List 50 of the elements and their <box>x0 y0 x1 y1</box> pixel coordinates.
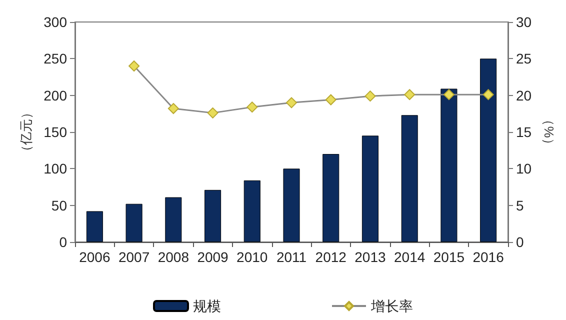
y2-tick-label: 30 <box>516 14 532 30</box>
y2-tick-label: 25 <box>516 50 532 67</box>
bar <box>165 197 182 242</box>
x-tick-label: 2008 <box>158 249 190 265</box>
bar <box>204 190 222 242</box>
x-tick-label: 2016 <box>472 249 504 265</box>
point <box>325 94 336 106</box>
x-tick-label: 2014 <box>394 249 426 265</box>
y-tick-label: 0 <box>59 234 68 250</box>
y2-tick-label: 5 <box>516 197 524 214</box>
x-tick-label: 2007 <box>118 249 150 265</box>
y-tick-label: 300 <box>44 14 68 30</box>
point <box>404 89 416 100</box>
point <box>168 103 179 114</box>
bar <box>244 180 260 242</box>
point <box>246 102 258 113</box>
y2-tick-label: 0 <box>516 234 524 250</box>
point <box>128 60 140 72</box>
x-tick-label: 2010 <box>236 249 268 265</box>
y-tick-label: 100 <box>44 160 68 177</box>
y2-tick-label: 20 <box>516 87 532 104</box>
x-tick-label: 2013 <box>354 249 386 265</box>
y2-axis-title: （%） <box>541 113 556 151</box>
y-tick-label: 150 <box>44 124 68 140</box>
x-tick-label: 2012 <box>315 249 347 265</box>
point <box>482 89 494 100</box>
x-tick-label: 2009 <box>197 249 229 265</box>
point <box>286 97 297 108</box>
point <box>443 89 454 100</box>
bar <box>401 115 418 242</box>
legend-label: 增长率 <box>370 298 413 314</box>
bar <box>362 136 378 242</box>
bar <box>86 211 103 242</box>
point <box>364 90 376 102</box>
y2-tick-label: 10 <box>516 160 532 177</box>
y-axis-title: （亿元） <box>18 106 34 158</box>
x-tick-label: 2011 <box>276 249 307 265</box>
bar <box>440 88 458 242</box>
x-tick-label: 2006 <box>79 249 110 265</box>
bar <box>322 154 340 242</box>
bar <box>480 58 497 242</box>
x-tick-label: 2015 <box>433 249 465 265</box>
y-tick-label: 50 <box>51 197 68 214</box>
bar <box>283 168 300 242</box>
y2-tick-label: 15 <box>516 124 532 140</box>
y-tick-label: 200 <box>44 87 68 104</box>
y-tick-label: 250 <box>44 50 68 67</box>
point <box>207 107 218 118</box>
bar <box>126 204 142 242</box>
legend-label: 规模 <box>193 298 221 314</box>
